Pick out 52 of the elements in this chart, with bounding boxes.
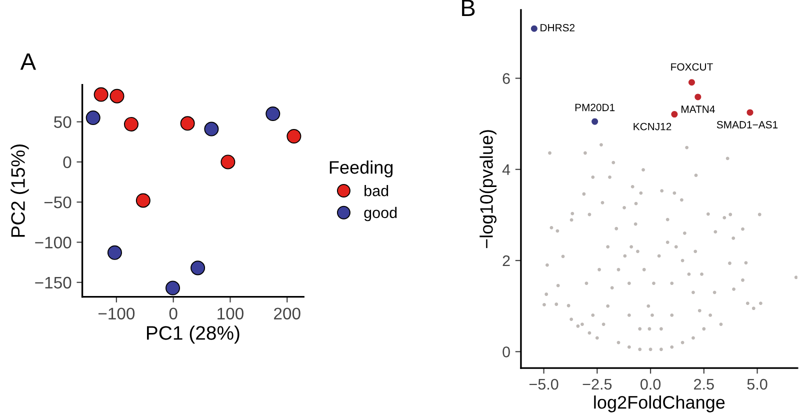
point	[180, 116, 195, 131]
point	[266, 106, 280, 122]
x-tick-label: −5.0	[529, 378, 558, 390]
point	[220, 154, 236, 170]
x-tick-label: −2.5	[582, 378, 612, 390]
point	[688, 79, 695, 86]
y-tick-label: −100	[35, 236, 72, 248]
annotation: DHRS2	[540, 24, 575, 32]
y-tick-label: 0	[63, 156, 72, 168]
x-axis-title: log2FoldChange	[594, 395, 725, 412]
point	[190, 260, 206, 276]
annotation: SMAD1−AS1	[716, 121, 778, 128]
x-tick-label: 200	[274, 308, 300, 320]
legend-label: bad	[364, 185, 388, 196]
annotation: KCNJ12	[634, 122, 672, 130]
point	[166, 280, 180, 296]
legend-label: good	[364, 206, 397, 222]
annotation: PM20D1	[575, 104, 615, 112]
y-tick-label: −150	[35, 276, 72, 289]
point	[110, 88, 124, 104]
point	[671, 111, 678, 118]
point	[86, 110, 100, 126]
chart-title: A	[20, 54, 36, 70]
legend-title: Feeding	[330, 160, 393, 178]
point	[204, 122, 219, 136]
x-tick-label: 0	[169, 308, 178, 320]
point	[94, 87, 108, 102]
y-axis-title: −log10(pvalue)	[480, 130, 496, 248]
x-tick-label: 100	[218, 308, 244, 320]
y-tick-label: 0	[502, 346, 510, 358]
point	[107, 245, 122, 260]
y-tick-label: 4	[502, 164, 510, 175]
chart-title: B	[462, 0, 475, 16]
point	[746, 109, 754, 116]
y-tick-label: −50	[44, 196, 72, 208]
annotation: MATN4	[682, 106, 715, 113]
point	[124, 116, 138, 132]
point	[530, 25, 538, 32]
x-tick-label: 0.0	[640, 378, 661, 390]
point	[286, 129, 302, 144]
point	[694, 94, 702, 100]
y-axis-title: PC2 (15%)	[10, 144, 29, 237]
y-tick-label: 50	[54, 116, 72, 128]
x-tick-label: −100	[98, 308, 135, 320]
point	[136, 193, 150, 208]
annotation: FOXCUT	[671, 63, 713, 71]
x-tick-label: 5.0	[747, 378, 768, 390]
y-tick-label: 6	[502, 73, 510, 84]
y-tick-label: 2	[502, 255, 510, 266]
x-tick-label: 2.5	[694, 378, 714, 390]
point	[592, 118, 598, 125]
x-axis-title: PC1 (28%)	[147, 326, 240, 344]
